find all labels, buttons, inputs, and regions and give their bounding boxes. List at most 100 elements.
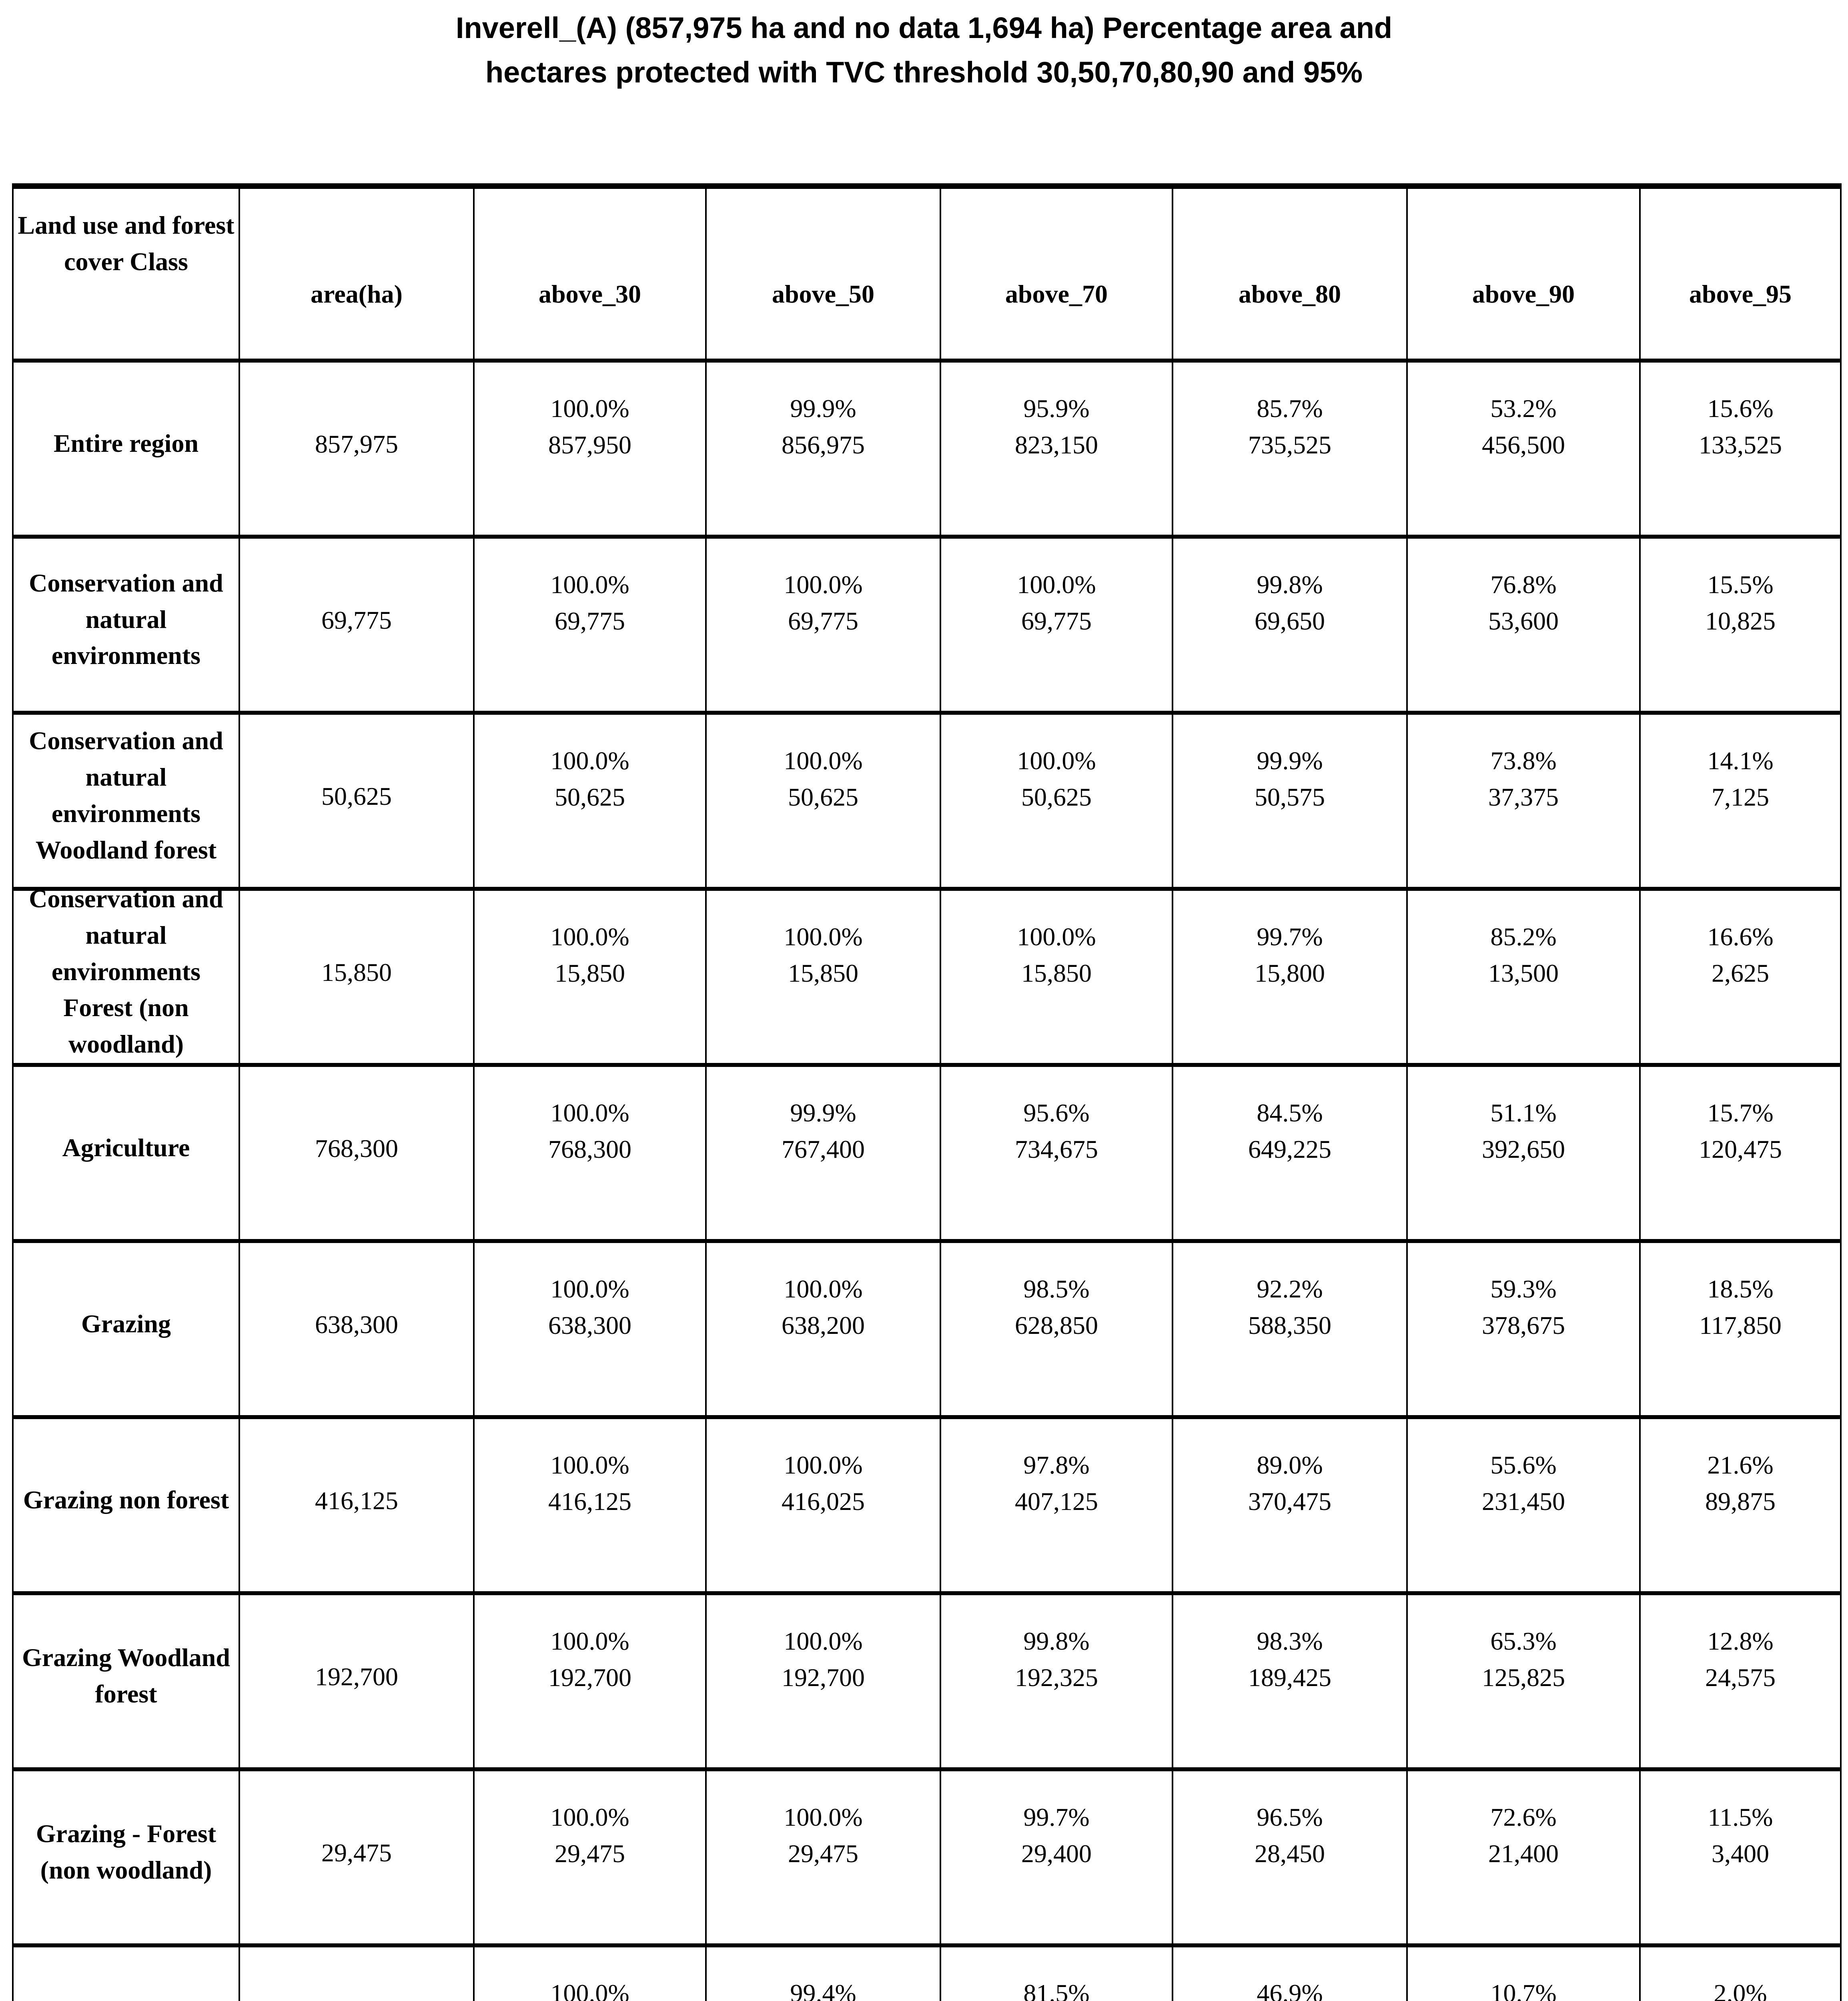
percent-value: 99.4% [790, 1979, 856, 2001]
percent-value: 100.0% [784, 1627, 863, 1655]
hectares-value: 3,400 [1712, 1839, 1769, 1868]
hectares-value: 15,850 [1021, 958, 1092, 987]
threshold-cell: 2.0%2,450 [1639, 1943, 1840, 2001]
hectares-value: 767,400 [782, 1135, 865, 1163]
percent-value: 100.0% [550, 922, 629, 951]
threshold-cell: 100.0% 69,775 [473, 535, 705, 711]
threshold-cell: 97.8% 407,125 [940, 1415, 1172, 1591]
hectares-value: 628,850 [1015, 1311, 1098, 1339]
row-label: Grazing [14, 1239, 239, 1415]
percent-value: 92.2% [1257, 1275, 1323, 1303]
percent-value: 72.6% [1490, 1803, 1557, 1831]
threshold-cell: 11.5% 3,400 [1639, 1767, 1840, 1943]
hectares-value: 89,875 [1705, 1487, 1776, 1516]
hectares-value: 13,500 [1488, 958, 1559, 987]
hectares-value: 120,475 [1699, 1135, 1782, 1163]
percent-value: 100.0% [550, 1803, 629, 1831]
threshold-cell: 92.2% 588,350 [1172, 1239, 1406, 1415]
percent-value: 100.0% [1017, 570, 1096, 599]
percent-value: 11.5% [1708, 1803, 1773, 1831]
percent-value: 100.0% [784, 1275, 863, 1303]
percent-value: 15.7% [1707, 1099, 1774, 1127]
hectares-value: 29,400 [1021, 1839, 1092, 1868]
percent-value: 81.5% [1023, 1979, 1090, 2001]
hectares-value: 649,225 [1248, 1135, 1331, 1163]
hectares-value: 37,375 [1488, 782, 1559, 811]
threshold-cell: 99.7% 15,800 [1172, 887, 1406, 1063]
row-label: Grazing Woodland forest [14, 1591, 239, 1767]
threshold-cell: 51.1% 392,650 [1406, 1063, 1639, 1239]
threshold-cell: 53.2% 456,500 [1406, 359, 1639, 535]
hectares-value: 192,325 [1015, 1663, 1098, 1692]
row-label: Grazing - Forest (non woodland) [14, 1767, 239, 1943]
threshold-cell: 100.0% 29,475 [473, 1767, 705, 1943]
hectares-value: 856,975 [782, 430, 865, 459]
column-header: above_70 [940, 189, 1172, 359]
percent-value: 98.3% [1257, 1627, 1323, 1655]
percent-value: 100.0% [784, 1451, 863, 1479]
hectares-value: 29,475 [788, 1839, 858, 1868]
hectares-value: 456,500 [1482, 430, 1565, 459]
threshold-cell: 100.0%123,850 [473, 1943, 705, 2001]
percent-value: 89.0% [1257, 1451, 1323, 1479]
threshold-cell: 96.5% 28,450 [1172, 1767, 1406, 1943]
threshold-cell: 55.6% 231,450 [1406, 1415, 1639, 1591]
threshold-cell: 14.1% 7,125 [1639, 711, 1840, 887]
hectares-value: 231,450 [1482, 1487, 1565, 1516]
hectares-value: 10,825 [1705, 606, 1776, 635]
row-label: Entire region [14, 359, 239, 535]
hectares-value: 69,650 [1255, 606, 1325, 635]
threshold-cell: 15.6% 133,525 [1639, 359, 1840, 535]
percent-value: 10.7% [1490, 1979, 1557, 2001]
column-header: above_80 [1172, 189, 1406, 359]
hectares-value: 50,625 [788, 782, 858, 811]
row-label: Cropping [14, 1943, 239, 2001]
area-value: 15,850 [239, 887, 473, 1063]
threshold-cell: 100.0% 638,200 [705, 1239, 940, 1415]
column-header: area(ha) [239, 189, 473, 359]
hectares-value: 857,950 [548, 430, 631, 459]
hectares-value: 768,300 [548, 1135, 631, 1163]
threshold-cell: 76.8% 53,600 [1406, 535, 1639, 711]
percent-value: 100.0% [784, 1803, 863, 1831]
percent-value: 85.2% [1490, 922, 1557, 951]
hectares-value: 192,700 [548, 1663, 631, 1692]
column-header: above_95 [1639, 189, 1840, 359]
percent-value: 100.0% [1017, 746, 1096, 775]
hectares-value: 823,150 [1015, 430, 1098, 459]
hectares-value: 50,625 [555, 782, 625, 811]
percent-value: 100.0% [550, 1979, 629, 2001]
threshold-cell: 59.3% 378,675 [1406, 1239, 1639, 1415]
hectares-value: 735,525 [1248, 430, 1331, 459]
hectares-value: 133,525 [1699, 430, 1782, 459]
percent-value: 100.0% [784, 570, 863, 599]
threshold-cell: 12.8% 24,575 [1639, 1591, 1840, 1767]
threshold-cell: 15.5% 10,825 [1639, 535, 1840, 711]
column-header: above_90 [1406, 189, 1639, 359]
threshold-cell: 95.9% 823,150 [940, 359, 1172, 535]
hectares-value: 192,700 [782, 1663, 865, 1692]
percent-value: 97.8% [1023, 1451, 1090, 1479]
percent-value: 100.0% [550, 1099, 629, 1127]
percent-value: 21.6% [1707, 1451, 1774, 1479]
percent-value: 100.0% [550, 1275, 629, 1303]
hectares-value: 416,125 [548, 1487, 631, 1516]
threshold-cell: 100.0% 69,775 [705, 535, 940, 711]
percent-value: 96.5% [1257, 1803, 1323, 1831]
threshold-cell: 99.8% 192,325 [940, 1591, 1172, 1767]
threshold-cell: 100.0% 768,300 [473, 1063, 705, 1239]
hectares-value: 638,300 [548, 1311, 631, 1339]
column-header: above_50 [705, 189, 940, 359]
row-label: Conservation and natural environments Fo… [14, 884, 239, 1063]
hectares-value: 407,125 [1015, 1487, 1098, 1516]
threshold-cell: 10.7%13,250 [1406, 1943, 1639, 2001]
percent-value: 100.0% [550, 570, 629, 599]
area-value: 768,300 [239, 1063, 473, 1239]
hectares-value: 7,125 [1712, 782, 1769, 811]
hectares-value: 15,850 [788, 958, 858, 987]
hectares-value: 189,425 [1248, 1663, 1331, 1692]
area-value: 638,300 [239, 1239, 473, 1415]
percent-value: 46.9% [1257, 1979, 1323, 2001]
land-use-table: Land use and forest cover Class area(ha)… [12, 183, 1842, 2001]
row-label: Agriculture [14, 1063, 239, 1239]
